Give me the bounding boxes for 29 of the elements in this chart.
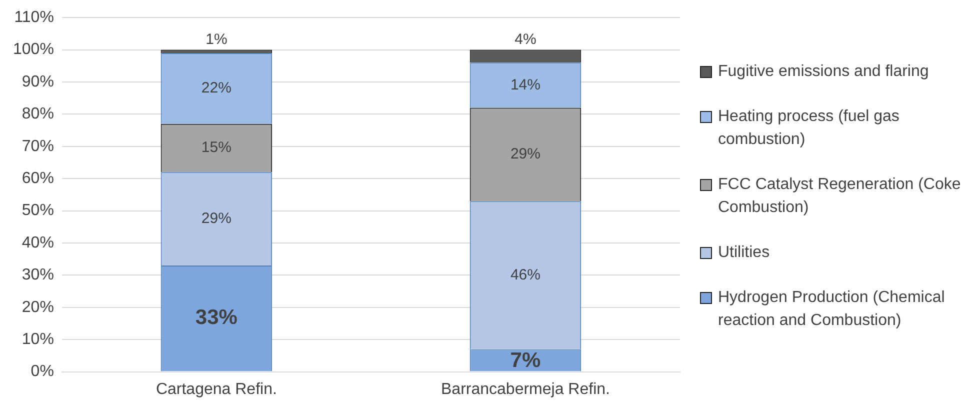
y-tick-label: 80% (22, 106, 54, 123)
data-label: 29% (510, 146, 540, 163)
y-tick-label: 20% (22, 298, 54, 316)
data-label: 15% (201, 139, 232, 156)
y-tick-label: 100% (13, 41, 54, 58)
data-label: 33% (195, 306, 238, 330)
y-tick-label: 30% (22, 266, 54, 284)
y-tick-label: 70% (22, 138, 54, 155)
y-tick-label: 0% (30, 363, 54, 380)
legend-label: Utilities (718, 243, 770, 263)
y-tick-label: 90% (22, 73, 54, 90)
legend-label: FCC Catalyst Regeneration (Coke Combustion) (718, 175, 962, 218)
legend-label: Heating process (fuel gas combustion) (718, 107, 900, 150)
legend-label: Fugitive emissions and flaring (718, 62, 929, 82)
legend-label: Hydrogen Production (Chemical reaction and Combustion) (718, 288, 946, 331)
data-label: 14% (510, 76, 540, 94)
data-label: 46% (510, 266, 540, 284)
y-tick-label: 10% (22, 331, 54, 348)
data-label: 7% (510, 349, 541, 372)
x-tick-label: Cartagena Refin. (156, 380, 277, 398)
y-tick-label: 110% (14, 9, 54, 26)
data-label: 29% (201, 210, 232, 227)
y-tick-label: 60% (22, 170, 54, 188)
data-label: 4% (514, 30, 536, 48)
data-label: 22% (201, 80, 232, 97)
y-tick-label: 40% (22, 234, 54, 252)
data-label: 1% (206, 30, 228, 48)
x-tick-label: Barrancabermeja Refin. (440, 380, 610, 398)
y-tick-label: 50% (22, 202, 54, 220)
